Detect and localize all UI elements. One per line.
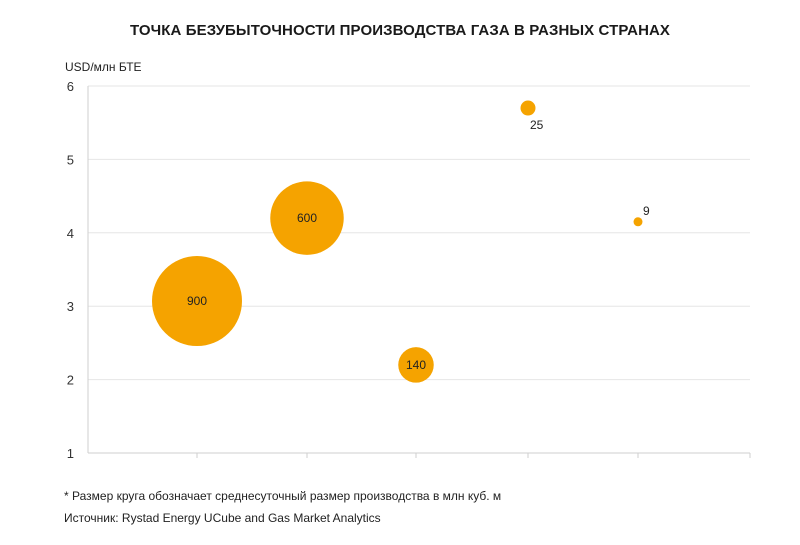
chart-title: ТОЧКА БЕЗУБЫТОЧНОСТИ ПРОИЗВОДСТВА ГАЗА В… <box>129 22 671 39</box>
footnote: * Размер круга обозначает среднесуточный… <box>64 489 502 503</box>
y-tick-label: 4 <box>67 226 74 241</box>
y-tick-label: 2 <box>67 373 74 388</box>
bubble-label-25: 25 <box>530 118 544 132</box>
y-axis-label: USD/млн БТЕ <box>65 60 142 74</box>
bubble-label-9: 9 <box>643 204 650 218</box>
bubble-label-140: 140 <box>406 358 426 372</box>
y-tick-label: 3 <box>67 299 74 314</box>
bubble-25 <box>520 100 536 116</box>
bubble-9 <box>633 217 643 227</box>
bubble-label-600: 600 <box>297 211 317 225</box>
y-tick-labels: 1 2 3 4 5 6 <box>67 79 74 461</box>
y-tick-label: 5 <box>67 152 74 167</box>
bubble-600 <box>270 181 344 255</box>
y-tick-label: 1 <box>67 446 74 461</box>
y-tick-label: 6 <box>67 79 74 94</box>
source-note: Источник: Rystad Energy UCube and Gas Ma… <box>64 511 381 525</box>
axes <box>87 86 751 458</box>
bubble-900 <box>152 256 242 347</box>
bubble-140 <box>398 347 434 383</box>
bubble-label-900: 900 <box>187 294 207 308</box>
bubbles: 900 600 140 25 9 <box>152 100 650 383</box>
